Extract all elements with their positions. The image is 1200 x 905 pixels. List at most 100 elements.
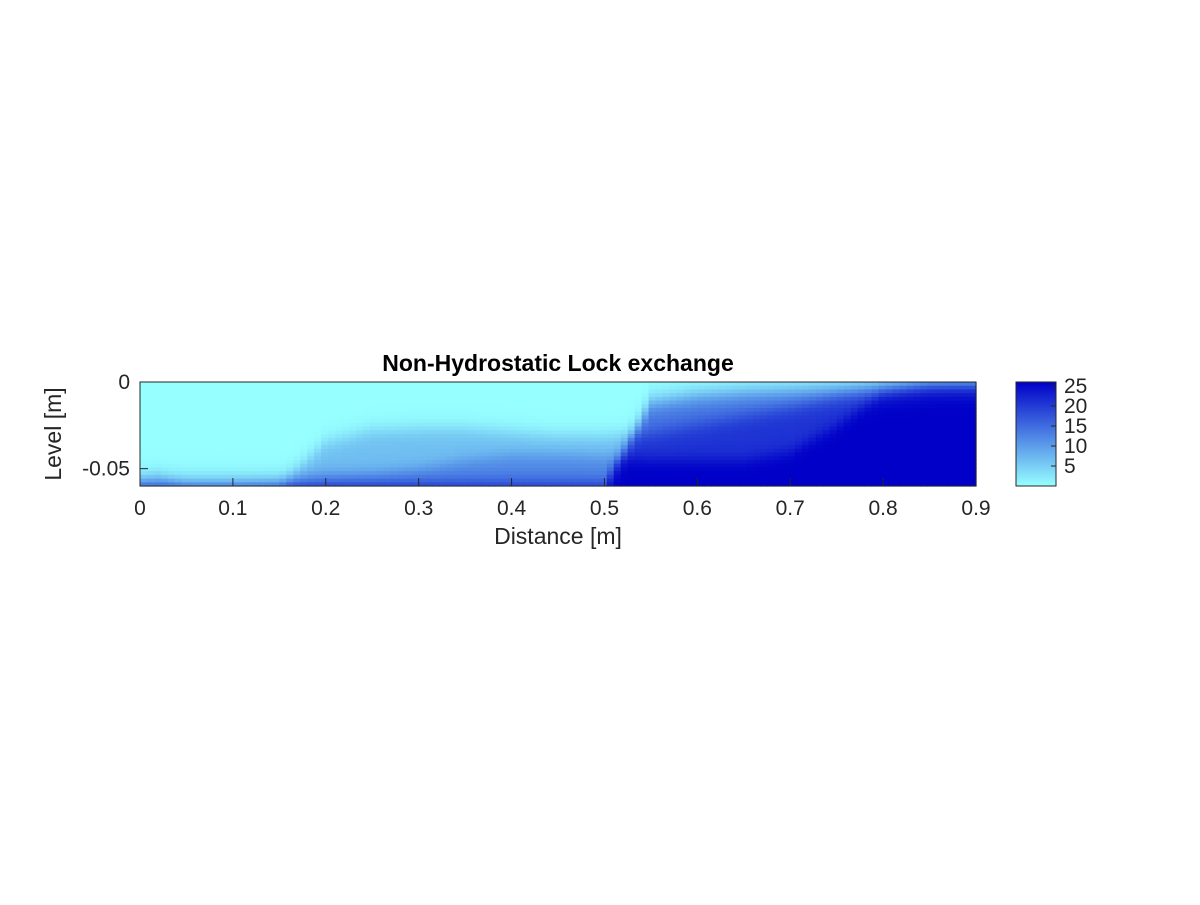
heatmap-cell (279, 482, 287, 487)
heatmap-cell (599, 400, 608, 405)
heatmap-cell (488, 430, 496, 435)
heatmap-cell (641, 478, 650, 483)
heatmap-cell (237, 463, 246, 469)
heatmap-cell (202, 382, 211, 387)
heatmap-cell (578, 396, 587, 402)
heatmap-cell (739, 471, 747, 476)
heatmap-cell (892, 404, 900, 409)
heatmap-cell (328, 434, 336, 439)
heatmap-cell (314, 478, 322, 483)
heatmap-cell (390, 411, 399, 417)
heatmap-cell (272, 452, 280, 457)
heatmap-cell (794, 411, 803, 417)
heatmap-cell (404, 382, 413, 387)
heatmap-cell (153, 408, 162, 413)
heatmap-cell (669, 463, 678, 469)
heatmap-cell (606, 426, 615, 431)
heatmap-cell (857, 415, 866, 420)
heatmap-cell (599, 471, 608, 476)
heatmap-cell (230, 463, 239, 469)
heatmap-cell (746, 415, 754, 420)
heatmap-cell (920, 385, 928, 391)
heatmap-cell (613, 460, 622, 465)
heatmap-cell (453, 448, 462, 454)
heatmap-cell (794, 460, 803, 465)
heatmap-cell (920, 463, 928, 469)
heatmap-cell (690, 467, 698, 472)
heatmap-cell (272, 382, 280, 387)
heatmap-cell (244, 445, 253, 450)
heatmap-cell (300, 456, 308, 461)
heatmap-cell (174, 456, 183, 461)
heatmap-cell (690, 430, 698, 435)
heatmap-cell (279, 460, 287, 465)
heatmap-cell (683, 460, 691, 465)
heatmap-cell (641, 400, 650, 405)
heatmap-cell (613, 448, 622, 454)
heatmap-cell (969, 460, 977, 465)
heatmap-cell (355, 419, 364, 424)
heatmap-cell (955, 385, 963, 391)
heatmap-cell (279, 389, 287, 394)
heatmap-cell (836, 478, 845, 483)
heatmap-cell (223, 422, 232, 428)
heatmap-cell (202, 460, 211, 465)
heatmap-cell (551, 456, 559, 461)
heatmap-cell (376, 456, 385, 461)
heatmap-cell (948, 437, 956, 443)
heatmap-cell (857, 437, 866, 443)
heatmap-cell (578, 445, 587, 450)
heatmap-cell (808, 467, 817, 472)
heatmap-cell (439, 463, 448, 469)
heatmap-cell (432, 434, 441, 439)
heatmap-cell (599, 385, 608, 391)
heatmap-cell (537, 437, 545, 443)
heatmap-cell (913, 452, 921, 457)
heatmap-cell (209, 396, 218, 402)
heatmap-cell (369, 448, 378, 454)
heatmap-cell (669, 448, 678, 454)
heatmap-cell (829, 474, 838, 480)
heatmap-cell (927, 467, 935, 472)
heatmap-cell (460, 400, 469, 405)
heatmap-cell (195, 393, 204, 398)
heatmap-cell (397, 478, 406, 483)
heatmap-cell (648, 419, 657, 424)
heatmap-cell (495, 482, 503, 487)
heatmap-cell (662, 408, 671, 413)
heatmap-cell (850, 467, 859, 472)
heatmap-cell (857, 382, 866, 387)
heatmap-cell (815, 448, 824, 454)
heatmap-cell (181, 389, 190, 394)
heatmap-cell (362, 408, 371, 413)
heatmap-cell (481, 415, 489, 420)
heatmap-cell (362, 389, 371, 394)
heatmap-cell (850, 426, 859, 431)
heatmap-cell (655, 411, 664, 417)
heatmap-cell (767, 389, 775, 394)
heatmap-cell (892, 441, 900, 446)
heatmap-cell (690, 419, 698, 424)
heatmap-cell (871, 415, 880, 420)
heatmap-cell (153, 385, 162, 391)
heatmap-cell (328, 385, 336, 391)
heatmap-cell (613, 434, 622, 439)
heatmap-cell (397, 411, 406, 417)
heatmap-cell (530, 382, 538, 387)
heatmap-cell (760, 396, 768, 402)
heatmap-cell (362, 445, 371, 450)
heatmap-cell (725, 389, 733, 394)
heatmap-cell (767, 474, 775, 480)
heatmap-cell (843, 396, 852, 402)
heatmap-cell (850, 422, 859, 428)
heatmap-cell (307, 411, 315, 417)
heatmap-cell (676, 460, 684, 465)
heatmap-cell (718, 474, 726, 480)
heatmap-cell (209, 478, 218, 483)
heatmap-cell (801, 419, 810, 424)
heatmap-cell (230, 419, 239, 424)
heatmap-cell (223, 389, 232, 394)
heatmap-cell (544, 456, 552, 461)
heatmap-cell (376, 474, 385, 480)
heatmap-cell (460, 467, 469, 472)
